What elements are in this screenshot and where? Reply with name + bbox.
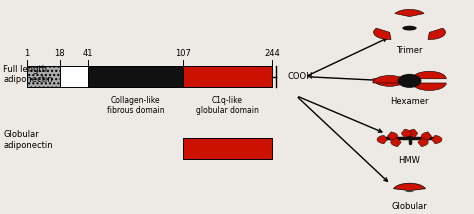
Text: Full length
adiponectin: Full length adiponectin (3, 65, 53, 84)
Text: HMW: HMW (399, 156, 420, 165)
Bar (182, 66, 273, 87)
Wedge shape (412, 83, 446, 91)
Wedge shape (418, 138, 428, 147)
Bar (27, 66, 60, 87)
Wedge shape (377, 135, 387, 144)
Text: Collagen-like
fibrous domain: Collagen-like fibrous domain (107, 96, 164, 115)
Text: COOH: COOH (288, 72, 313, 81)
Ellipse shape (406, 79, 413, 83)
Text: Trimer: Trimer (396, 46, 423, 55)
Text: C1q-like
globular domain: C1q-like globular domain (196, 96, 259, 115)
Bar (88, 66, 182, 87)
Wedge shape (428, 28, 446, 40)
Ellipse shape (405, 191, 414, 192)
Ellipse shape (402, 26, 417, 31)
Wedge shape (395, 9, 424, 17)
Text: 107: 107 (175, 49, 191, 58)
Text: 18: 18 (55, 49, 65, 58)
Wedge shape (412, 71, 446, 79)
Text: 41: 41 (83, 49, 93, 58)
Wedge shape (408, 129, 418, 138)
Wedge shape (373, 79, 407, 86)
Ellipse shape (405, 136, 414, 140)
Bar (60, 66, 88, 87)
Wedge shape (373, 76, 407, 83)
Text: Globular
adiponectin: Globular adiponectin (3, 130, 53, 150)
Text: Hexamer: Hexamer (390, 97, 429, 106)
Wedge shape (391, 138, 401, 147)
Wedge shape (393, 183, 426, 191)
Text: 244: 244 (264, 49, 280, 58)
Wedge shape (421, 132, 432, 141)
Text: 1: 1 (24, 49, 29, 58)
Wedge shape (401, 129, 411, 138)
Wedge shape (432, 135, 442, 144)
Wedge shape (374, 28, 391, 40)
Bar (27, 66, 60, 87)
Bar (182, 138, 273, 159)
Wedge shape (387, 132, 398, 141)
Text: Globular: Globular (392, 202, 428, 211)
Ellipse shape (398, 74, 421, 88)
